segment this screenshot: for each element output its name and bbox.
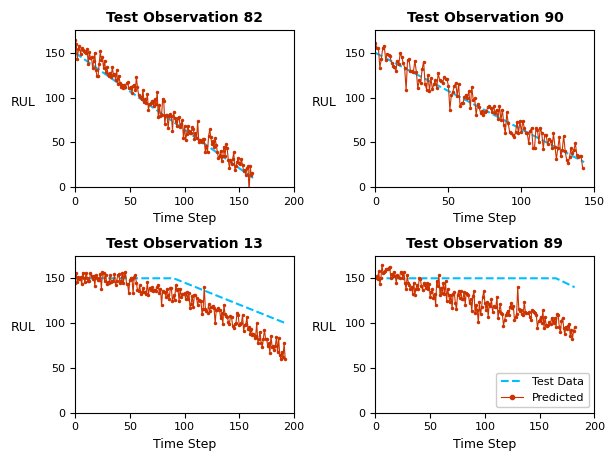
Y-axis label: RUL: RUL [312,321,336,334]
X-axis label: Time Step: Time Step [153,213,216,225]
Title: Test Observation 82: Test Observation 82 [106,11,263,25]
Title: Test Observation 89: Test Observation 89 [407,237,564,250]
X-axis label: Time Step: Time Step [153,438,216,451]
X-axis label: Time Step: Time Step [453,438,517,451]
Legend: Test Data, Predicted: Test Data, Predicted [496,373,589,407]
Title: Test Observation 90: Test Observation 90 [407,11,563,25]
Y-axis label: RUL: RUL [312,96,336,109]
Y-axis label: RUL: RUL [11,96,36,109]
X-axis label: Time Step: Time Step [453,213,517,225]
Title: Test Observation 13: Test Observation 13 [106,237,263,250]
Y-axis label: RUL: RUL [11,321,36,334]
